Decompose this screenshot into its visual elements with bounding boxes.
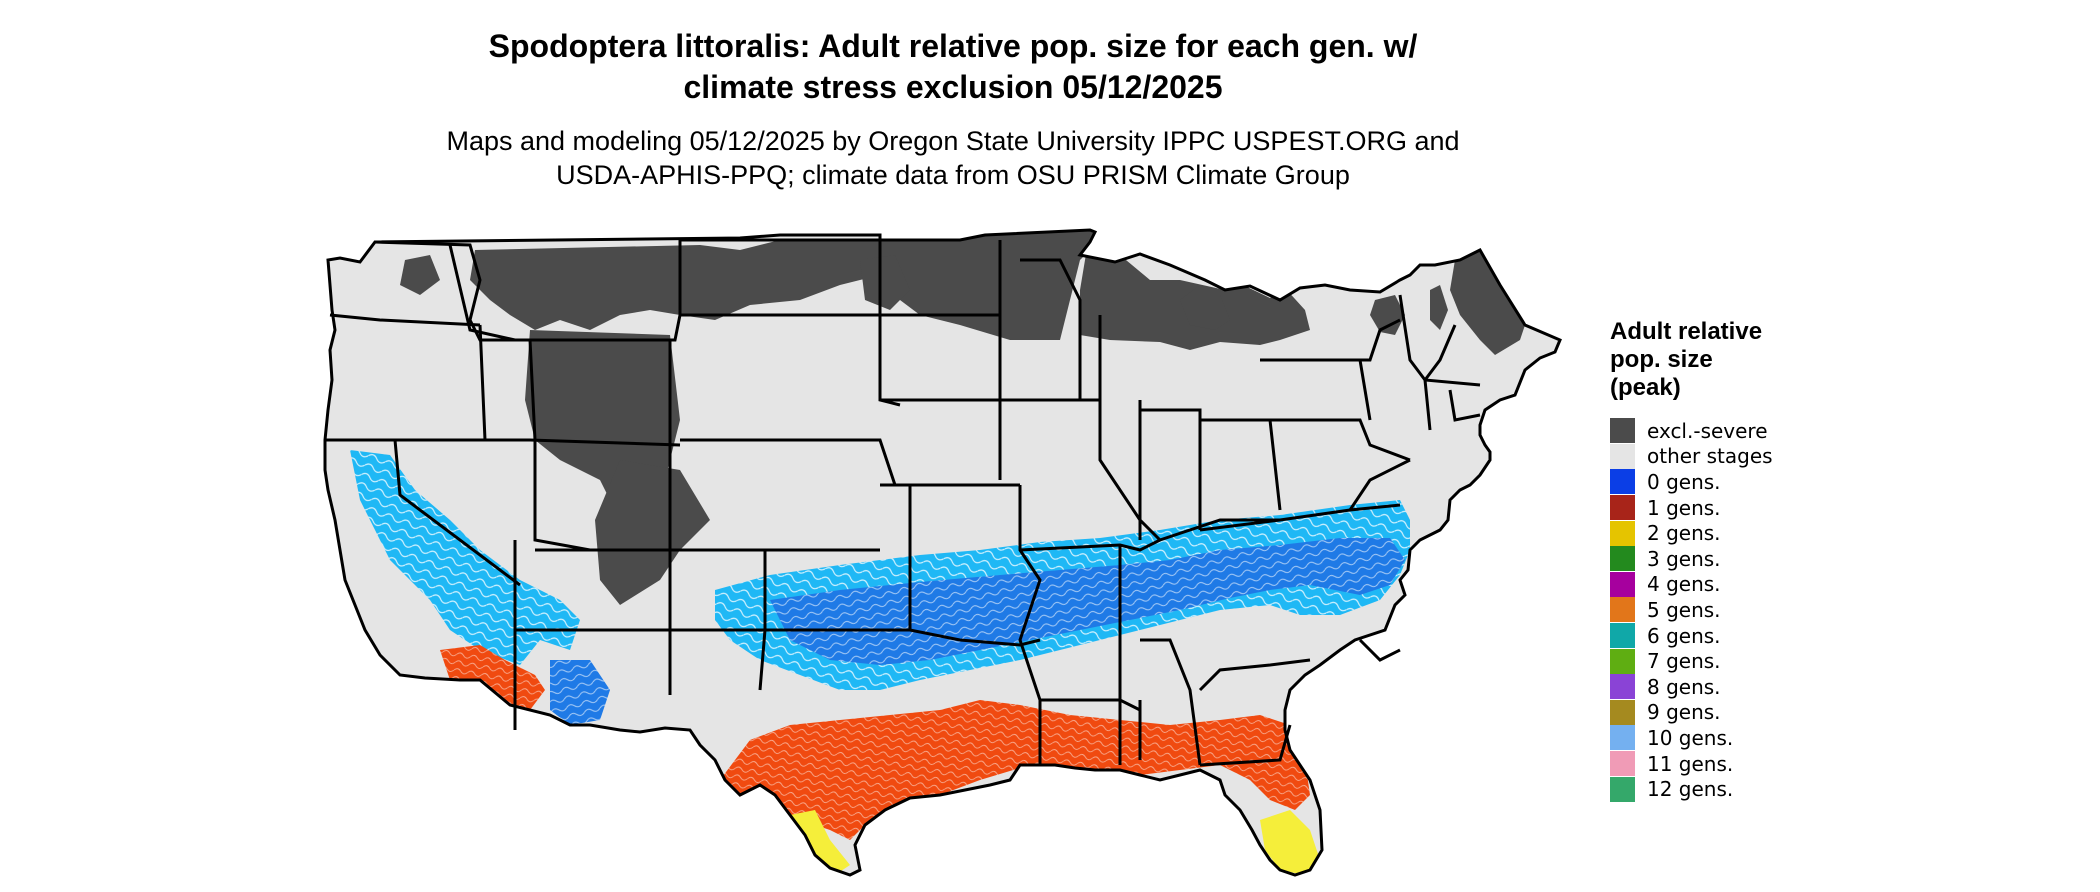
legend-label: 6 gens. — [1647, 623, 1721, 648]
legend-item: 8 gens. — [1610, 674, 1910, 700]
gulf-coast-orange-band — [720, 700, 1310, 840]
legend-label: 0 gens. — [1647, 469, 1721, 494]
legend-label: 12 gens. — [1647, 777, 1734, 802]
legend-item: 3 gens. — [1610, 546, 1910, 572]
legend-item: 1 gens. — [1610, 495, 1910, 521]
legend-label: 8 gens. — [1647, 674, 1721, 699]
legend-swatch — [1610, 699, 1635, 725]
legend-swatch — [1610, 623, 1635, 649]
legend-swatch — [1610, 571, 1635, 597]
south-texas-yellow-band — [790, 810, 850, 875]
legend-swatch — [1610, 418, 1635, 444]
legend-item: 5 gens. — [1610, 597, 1910, 623]
southwest-mid-blue-band — [550, 660, 610, 725]
legend-label: 10 gens. — [1647, 725, 1734, 750]
legend-item: excl.-severe — [1610, 418, 1910, 444]
legend-swatch — [1610, 443, 1635, 469]
legend-item: 7 gens. — [1610, 648, 1910, 674]
map-title: Spodoptera littoralis: Adult relative po… — [0, 26, 1906, 108]
legend-swatch — [1610, 751, 1635, 777]
legend-item: 2 gens. — [1610, 520, 1910, 546]
legend-swatch — [1610, 469, 1635, 495]
map-title-line-2: climate stress exclusion 05/12/2025 — [683, 69, 1223, 105]
map-legend: Adult relative pop. size (peak) excl.-se… — [1610, 318, 1910, 802]
legend-label: 7 gens. — [1647, 649, 1721, 674]
map-subtitle-line-2: USDA-APHIS-PPQ; climate data from OSU PR… — [556, 160, 1350, 190]
legend-title: Adult relative pop. size (peak) — [1610, 318, 1910, 402]
south-florida-yellow-band — [1260, 810, 1320, 875]
legend-label: 3 gens. — [1647, 546, 1721, 571]
legend-label: 1 gens. — [1647, 495, 1721, 520]
legend-label: 11 gens. — [1647, 751, 1734, 776]
southwest-orange-band — [440, 645, 545, 715]
legend-item: 6 gens. — [1610, 623, 1910, 649]
legend-title-line-2: pop. size — [1610, 346, 1713, 373]
state-borders — [323, 228, 1562, 877]
legend-title-line-3: (peak) — [1610, 374, 1681, 401]
legend-item: 0 gens. — [1610, 469, 1910, 495]
legend-label: 9 gens. — [1647, 700, 1721, 725]
legend-swatch — [1610, 674, 1635, 700]
legend-item: 4 gens. — [1610, 571, 1910, 598]
legend-item: 9 gens. — [1610, 699, 1910, 726]
legend-title-line-1: Adult relative — [1610, 318, 1763, 345]
legend-item: 11 gens. — [1610, 751, 1910, 777]
map-subtitle: Maps and modeling 05/12/2025 by Oregon S… — [0, 124, 1906, 192]
legend-label: other stages — [1647, 444, 1773, 469]
us-map — [323, 228, 1562, 877]
excluded-regions — [400, 230, 1525, 605]
legend-items: excl.-severe other stages 0 gens. 1 gens. 2 … — [1610, 418, 1910, 802]
legend-swatch — [1610, 546, 1635, 572]
legend-label: excl.-severe — [1647, 418, 1768, 443]
legend-item: 12 gens. — [1610, 776, 1910, 802]
west-light-blue-band — [350, 450, 580, 665]
legend-swatch — [1610, 495, 1635, 521]
map-title-line-1: Spodoptera littoralis: Adult relative po… — [488, 28, 1418, 64]
legend-item: other stages — [1610, 443, 1910, 470]
legend-label: 2 gens. — [1647, 521, 1721, 546]
legend-swatch — [1610, 725, 1635, 751]
legend-swatch — [1610, 597, 1635, 623]
legend-item: 10 gens. — [1610, 725, 1910, 751]
legend-swatch — [1610, 776, 1635, 802]
map-subtitle-line-1: Maps and modeling 05/12/2025 by Oregon S… — [446, 126, 1460, 156]
legend-label: 5 gens. — [1647, 597, 1721, 622]
legend-swatch — [1610, 520, 1635, 546]
legend-label: 4 gens. — [1647, 572, 1721, 597]
legend-swatch — [1610, 648, 1635, 674]
